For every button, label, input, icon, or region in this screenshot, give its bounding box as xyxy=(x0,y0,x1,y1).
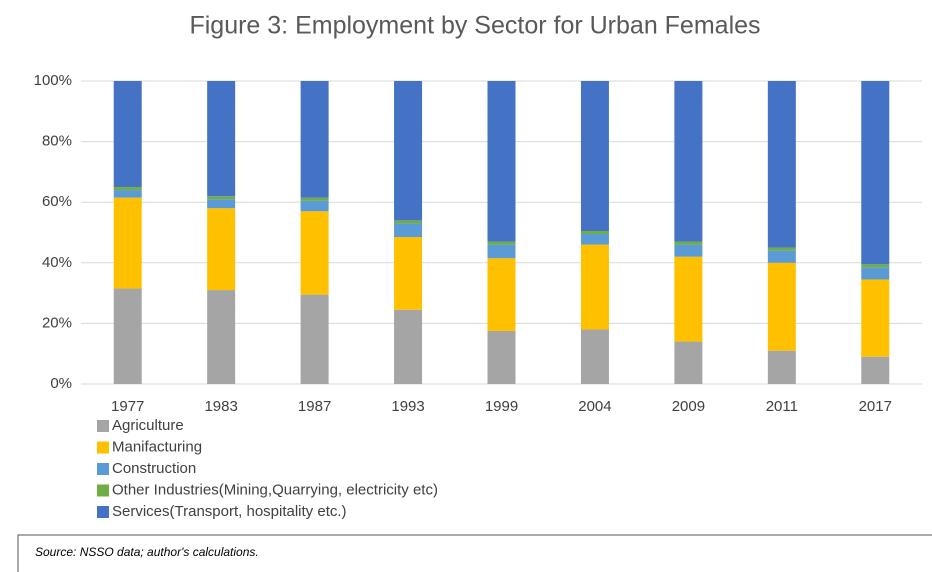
x-tick-label: 1993 xyxy=(391,398,424,415)
bar-segment xyxy=(207,196,236,200)
bar-segment xyxy=(580,81,609,231)
x-tick-label: 1977 xyxy=(111,398,144,415)
bar-segment xyxy=(300,200,329,212)
bar-segment xyxy=(767,250,796,263)
bar-segment xyxy=(113,81,142,188)
x-tick-label: 2011 xyxy=(766,398,798,415)
bar-segment xyxy=(487,241,516,245)
legend-label: Construction xyxy=(112,460,196,477)
bar-segment xyxy=(487,258,516,331)
bar-segment xyxy=(207,290,236,384)
bar-segment xyxy=(487,81,516,242)
bar-segment xyxy=(861,356,890,384)
legend-swatch xyxy=(97,484,109,497)
bar-segment xyxy=(767,262,796,351)
bar-segment xyxy=(580,244,609,330)
x-tick-label: 1999 xyxy=(485,398,518,415)
bar-segment xyxy=(487,330,516,384)
bar-segment xyxy=(394,220,423,224)
bar-segment xyxy=(674,256,703,342)
x-tick-label: 2009 xyxy=(672,398,705,415)
bar-segment xyxy=(113,187,142,191)
legend-label: Agriculture xyxy=(112,417,184,434)
source-box xyxy=(17,534,932,572)
y-tick-label: 60% xyxy=(42,193,72,210)
bar-segment xyxy=(674,241,703,245)
y-tick-label: 80% xyxy=(42,133,72,150)
legend-swatch xyxy=(97,420,109,432)
source-note: Source: NSSO data; author's calculations… xyxy=(35,545,259,559)
bar-segment xyxy=(113,197,142,289)
legend-swatch xyxy=(97,463,109,475)
bar-segment xyxy=(394,81,423,221)
y-tick-label: 40% xyxy=(42,254,72,271)
bar-segment xyxy=(300,81,329,198)
x-tick-label: 1983 xyxy=(204,398,237,415)
bar-segment xyxy=(113,190,142,198)
bar-segment xyxy=(674,81,703,242)
bar-segment xyxy=(674,341,703,384)
bar-segment xyxy=(767,350,796,384)
chart-title: Figure 3: Employment by Sector for Urban… xyxy=(189,12,760,40)
bar-segment xyxy=(207,208,236,291)
bar-segment xyxy=(207,81,236,197)
bar-segment xyxy=(674,244,703,257)
bar-segment xyxy=(861,279,890,357)
legend-label: Other Industries(Mining,Quarrying, elect… xyxy=(112,481,438,498)
legend-swatch xyxy=(97,506,109,518)
bar-segment xyxy=(861,81,890,265)
bar-segment xyxy=(487,244,516,259)
bar-segment xyxy=(300,294,329,384)
x-tick-label: 2017 xyxy=(859,398,892,415)
bar-segment xyxy=(767,247,796,251)
bar-segment xyxy=(394,223,423,238)
bar-segment xyxy=(580,230,609,235)
y-tick-label: 20% xyxy=(42,314,72,331)
bar-segment xyxy=(113,288,142,384)
bar-segment xyxy=(767,81,796,248)
bar-segment xyxy=(580,329,609,384)
legend-swatch xyxy=(97,441,109,454)
x-tick-label: 2004 xyxy=(578,398,611,415)
x-tick-label: 1987 xyxy=(298,398,331,415)
bar-segment xyxy=(207,199,236,209)
bar-segment xyxy=(394,237,423,310)
bar-segment xyxy=(394,309,423,384)
bar-segment xyxy=(300,197,329,201)
legend-label: Services(Transport, hospitality etc.) xyxy=(112,503,347,520)
bar-segment xyxy=(580,234,609,245)
bar-segment xyxy=(861,267,890,280)
y-tick-label: 100% xyxy=(34,72,72,89)
bar-segment xyxy=(300,211,329,295)
bar-segment xyxy=(861,264,890,268)
y-tick-label: 0% xyxy=(50,375,72,392)
legend-label: Manifacturing xyxy=(112,438,202,455)
